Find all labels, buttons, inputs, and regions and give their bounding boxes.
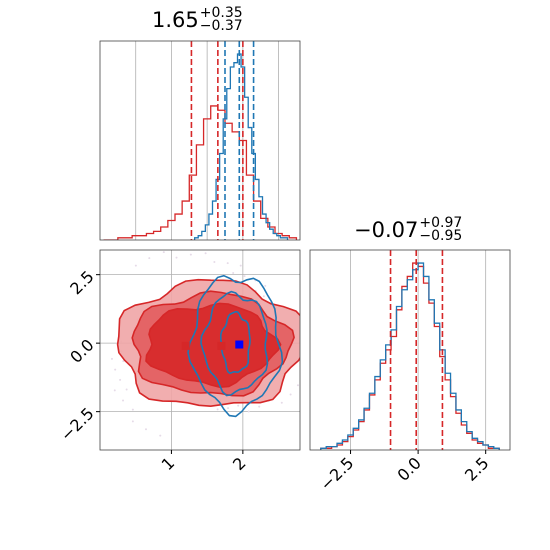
param1-title-plus: +0.35 xyxy=(199,4,243,21)
x-tick-label: 1 xyxy=(158,453,179,474)
scatter-point xyxy=(162,251,165,254)
x-tick-label: −2.5 xyxy=(316,453,357,494)
scatter-point xyxy=(144,428,147,431)
scatter-point xyxy=(178,247,180,249)
scatter-point xyxy=(243,275,246,278)
y-tick-label: 2.5 xyxy=(66,267,97,298)
scatter-point xyxy=(289,393,292,396)
scatter-point xyxy=(131,408,134,411)
scatter-point xyxy=(328,365,330,367)
x-tick-label: 0.0 xyxy=(394,453,425,484)
histogram-step-red xyxy=(320,262,500,450)
scatter-point xyxy=(239,264,242,267)
scatter-point xyxy=(134,264,137,267)
scatter-point xyxy=(189,253,192,256)
histogram-step-blue xyxy=(193,53,289,240)
scatter-point xyxy=(226,262,229,265)
scatter-point xyxy=(204,252,207,255)
histogram-series-group xyxy=(320,262,500,450)
axes-frame xyxy=(99,40,301,241)
scatter-point xyxy=(216,408,219,411)
scatter-point xyxy=(303,393,305,395)
scatter-point xyxy=(148,257,151,260)
contour-group xyxy=(110,247,333,437)
axes-frame xyxy=(99,249,301,451)
scatter-point xyxy=(110,357,113,360)
scatter-point xyxy=(296,384,299,387)
scatter-point xyxy=(125,388,128,391)
param2-title-minus: −0.95 xyxy=(419,227,463,244)
scatter-point xyxy=(331,338,333,340)
histogram-step-red xyxy=(103,105,298,240)
scatter-point xyxy=(319,359,321,361)
scatter-point xyxy=(122,360,125,363)
blue-contour-level xyxy=(200,290,269,397)
scatter-point xyxy=(131,420,134,423)
histogram-step-blue xyxy=(320,262,500,450)
y-tick-label: 0.0 xyxy=(66,335,97,366)
marker-square xyxy=(217,341,226,350)
marker-square xyxy=(181,341,190,350)
scatter-point xyxy=(258,405,261,408)
scatter-point xyxy=(119,378,122,381)
x-tick-label: 2.5 xyxy=(461,453,492,484)
axes-frame xyxy=(309,249,511,451)
scatter-point xyxy=(262,295,265,298)
param1-title-value: 1.65 xyxy=(152,8,199,32)
scatter-point xyxy=(310,382,312,384)
scatter-point xyxy=(227,407,230,410)
x-tick-label: 2 xyxy=(229,453,250,474)
param1-title-minus: −0.37 xyxy=(199,17,243,34)
param2-title-value: −0.07 xyxy=(354,218,419,242)
y-tick-label: −2.5 xyxy=(57,404,98,445)
scatter-point xyxy=(247,410,250,413)
scatter-point xyxy=(113,389,116,392)
scatter-point xyxy=(264,284,267,287)
scatter-point xyxy=(159,434,162,437)
scatter-point xyxy=(175,256,178,259)
marker-square xyxy=(235,340,244,349)
scatter-point xyxy=(122,399,125,402)
scatter-point xyxy=(237,404,240,407)
param1-title: 1.65 +0.35 −0.37 xyxy=(152,4,243,36)
scatter-point xyxy=(316,370,318,372)
histogram-series-group xyxy=(103,53,298,240)
param2-title: −0.07 +0.97 −0.95 xyxy=(354,214,463,246)
scatter-point xyxy=(280,401,283,404)
scatter-point xyxy=(114,368,117,371)
scatter-point xyxy=(331,352,333,354)
scatter-point xyxy=(232,271,235,274)
param2-title-plus: +0.97 xyxy=(419,214,463,231)
scatter-point xyxy=(213,260,216,263)
